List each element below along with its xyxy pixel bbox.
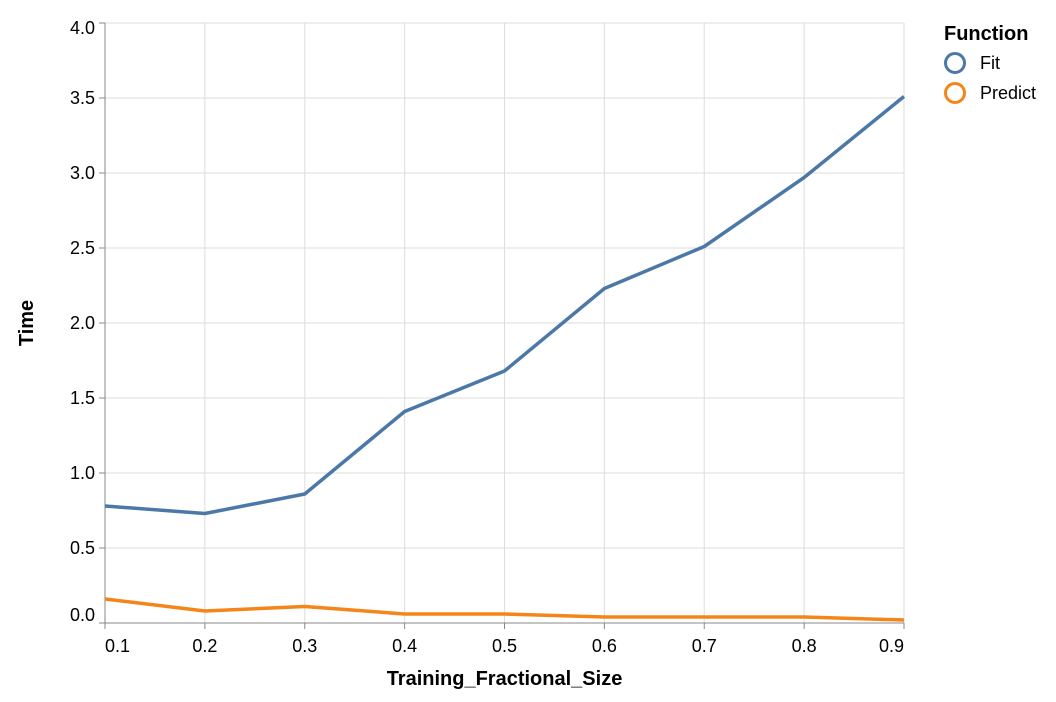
x-tick-label: 0.8 xyxy=(792,636,817,656)
series-line-fit xyxy=(104,95,906,516)
y-axis-title: Time xyxy=(16,300,38,346)
y-tick-label: 1.0 xyxy=(70,463,95,483)
tick-labels: 0.1 0.2 0.3 0.4 0.5 0.6 0.7 0.8 0.9 0.0 0.5 1.0 1.5 2… xyxy=(70,18,905,656)
legend-symbol-fit xyxy=(944,52,966,74)
y-tick-label: 4.0 xyxy=(70,18,95,38)
x-tick-label: 0.1 xyxy=(105,636,130,656)
y-tick-label: 0.5 xyxy=(70,538,95,558)
legend-label-predict: Predict xyxy=(980,83,1036,103)
y-tick-label: 3.5 xyxy=(70,88,95,108)
y-tick-label: 3.0 xyxy=(70,163,95,183)
legend-symbol-predict xyxy=(944,82,966,104)
x-tick-label: 0.6 xyxy=(592,636,617,656)
series-lines xyxy=(104,95,906,622)
y-tick-label: 2.5 xyxy=(70,238,95,258)
y-tick-label: 1.5 xyxy=(70,388,95,408)
y-tick-label: 0.0 xyxy=(70,605,95,625)
x-tick-label: 0.4 xyxy=(392,636,417,656)
legend-title: Function xyxy=(944,23,1028,45)
legend-label-fit: Fit xyxy=(980,53,1000,73)
y-tick-label: 2.0 xyxy=(70,313,95,333)
x-tick-label: 0.2 xyxy=(192,636,217,656)
legend: Function Fit Predict xyxy=(944,23,1036,104)
x-tick-label: 0.9 xyxy=(879,636,904,656)
grid-lines xyxy=(104,22,905,624)
x-tick-label: 0.3 xyxy=(292,636,317,656)
series-line-predict xyxy=(104,597,905,622)
x-tick-label: 0.5 xyxy=(492,636,517,656)
legend-items: Fit Predict xyxy=(944,52,1036,104)
x-tick-label: 0.7 xyxy=(692,636,717,656)
x-axis-title: Training_Fractional_Size xyxy=(387,668,623,690)
